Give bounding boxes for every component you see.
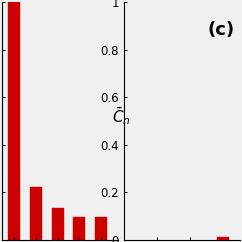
Bar	[52, 208, 63, 240]
Text: (c): (c)	[207, 21, 234, 39]
Bar	[95, 217, 107, 240]
Text: $\bar{C}_n$: $\bar{C}_n$	[112, 105, 130, 127]
Bar	[30, 187, 42, 240]
Bar	[217, 237, 229, 240]
Bar	[73, 217, 85, 240]
Bar	[8, 2, 20, 240]
